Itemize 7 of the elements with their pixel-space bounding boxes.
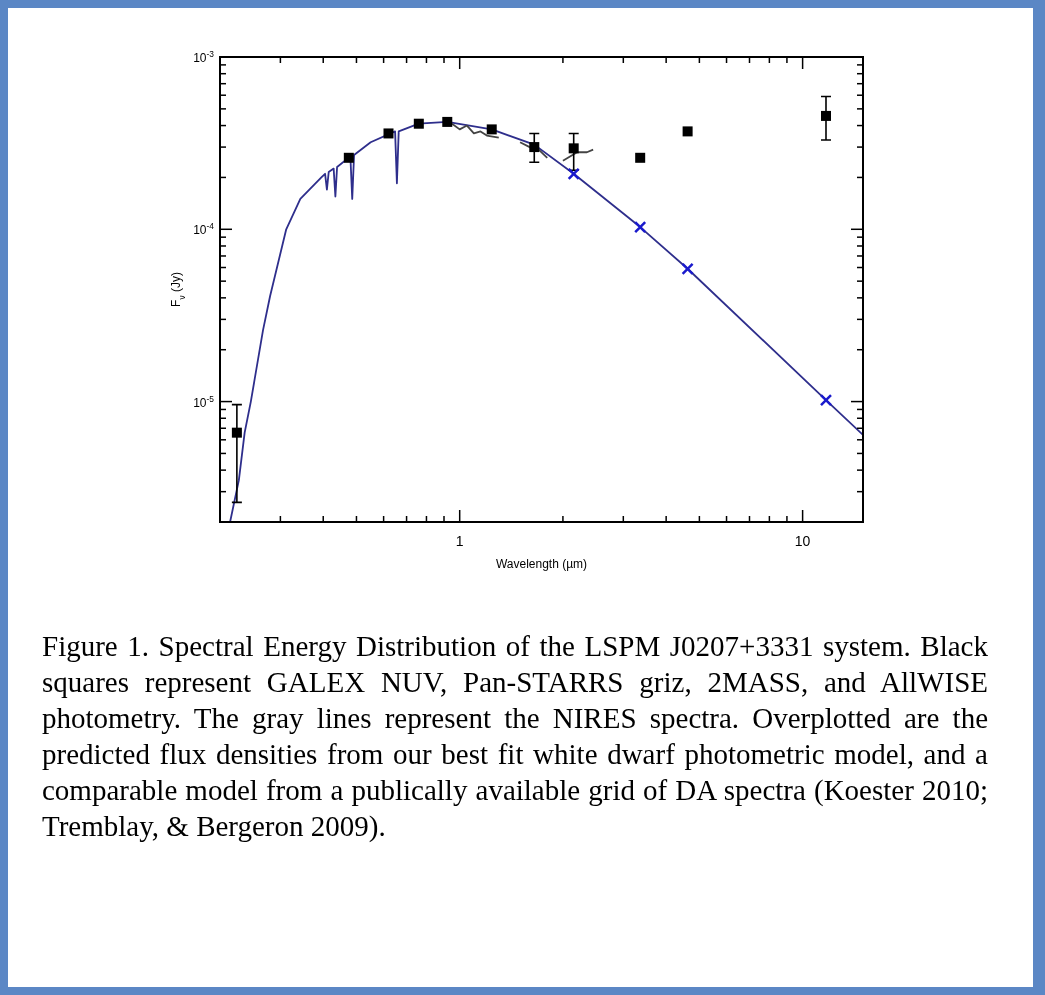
x-tick-label: 10 [794, 533, 811, 549]
x-tick-label: 1 [455, 533, 464, 549]
caption: Figure 1. Spectral Energy Distribution of the LSPM J0207+3331 system. Black squares represent GALEX NUV, Pan-STARRS griz, 2MASS, and AllWISE photometry. The gray lines represent the NIRES spectra. Overplotted are the predicted flux densities from our best fit white dwarf photometric model, and a comparable model from a publically available grid of DA spectra (Koester 2010; Tremblay, & Bergeron 2009). [42, 629, 988, 844]
y-tick-label: 10$^{-5}$ [193, 393, 215, 410]
y-tick-label: 10$^{-3}$ [193, 49, 215, 65]
y-tick-label: 10$^{-4}$ [193, 221, 215, 238]
x-axis-title: Wavelength (µm) [495, 557, 588, 571]
